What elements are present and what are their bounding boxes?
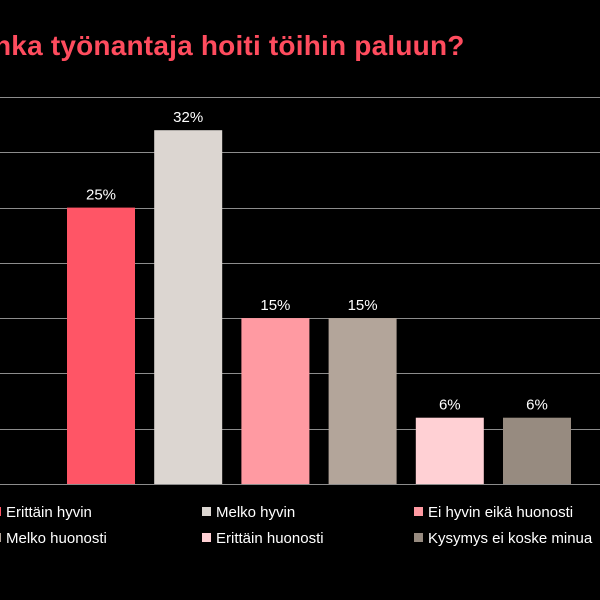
bar [503, 417, 571, 484]
data-label: 6% [526, 397, 548, 414]
legend-label: Erittäin hyvin [6, 504, 92, 521]
legend-swatch [0, 507, 1, 516]
legend: Erittäin hyvin Melko hyvin Ei hyvin eikä h… [0, 504, 593, 547]
legend-swatch [202, 507, 211, 516]
bar [154, 130, 223, 484]
legend-label: Ei hyvin eikä huonosti [428, 504, 573, 521]
bar [67, 207, 135, 484]
data-label: 15% [260, 297, 290, 314]
legend-swatch [414, 533, 423, 542]
data-labels: 25% 32% 15% 15% 6% 6% [86, 109, 548, 414]
legend-label: Kysymys ei koske minua [428, 530, 593, 547]
legend-label: Melko hyvin [216, 504, 295, 521]
legend-swatch [202, 533, 211, 542]
data-label: 6% [439, 397, 461, 414]
legend-swatch [414, 507, 423, 516]
bar [415, 417, 484, 484]
bar [241, 318, 310, 484]
data-label: 25% [86, 187, 116, 204]
data-label: 32% [173, 109, 203, 126]
chart-title: nka työnantaja hoiti töihin paluun? [0, 30, 465, 61]
bars [67, 130, 571, 484]
legend-label: Melko huonosti [6, 530, 107, 547]
legend-swatch [0, 533, 1, 542]
data-label: 15% [348, 297, 378, 314]
bar [328, 318, 397, 484]
legend-label: Erittäin huonosti [216, 530, 324, 547]
